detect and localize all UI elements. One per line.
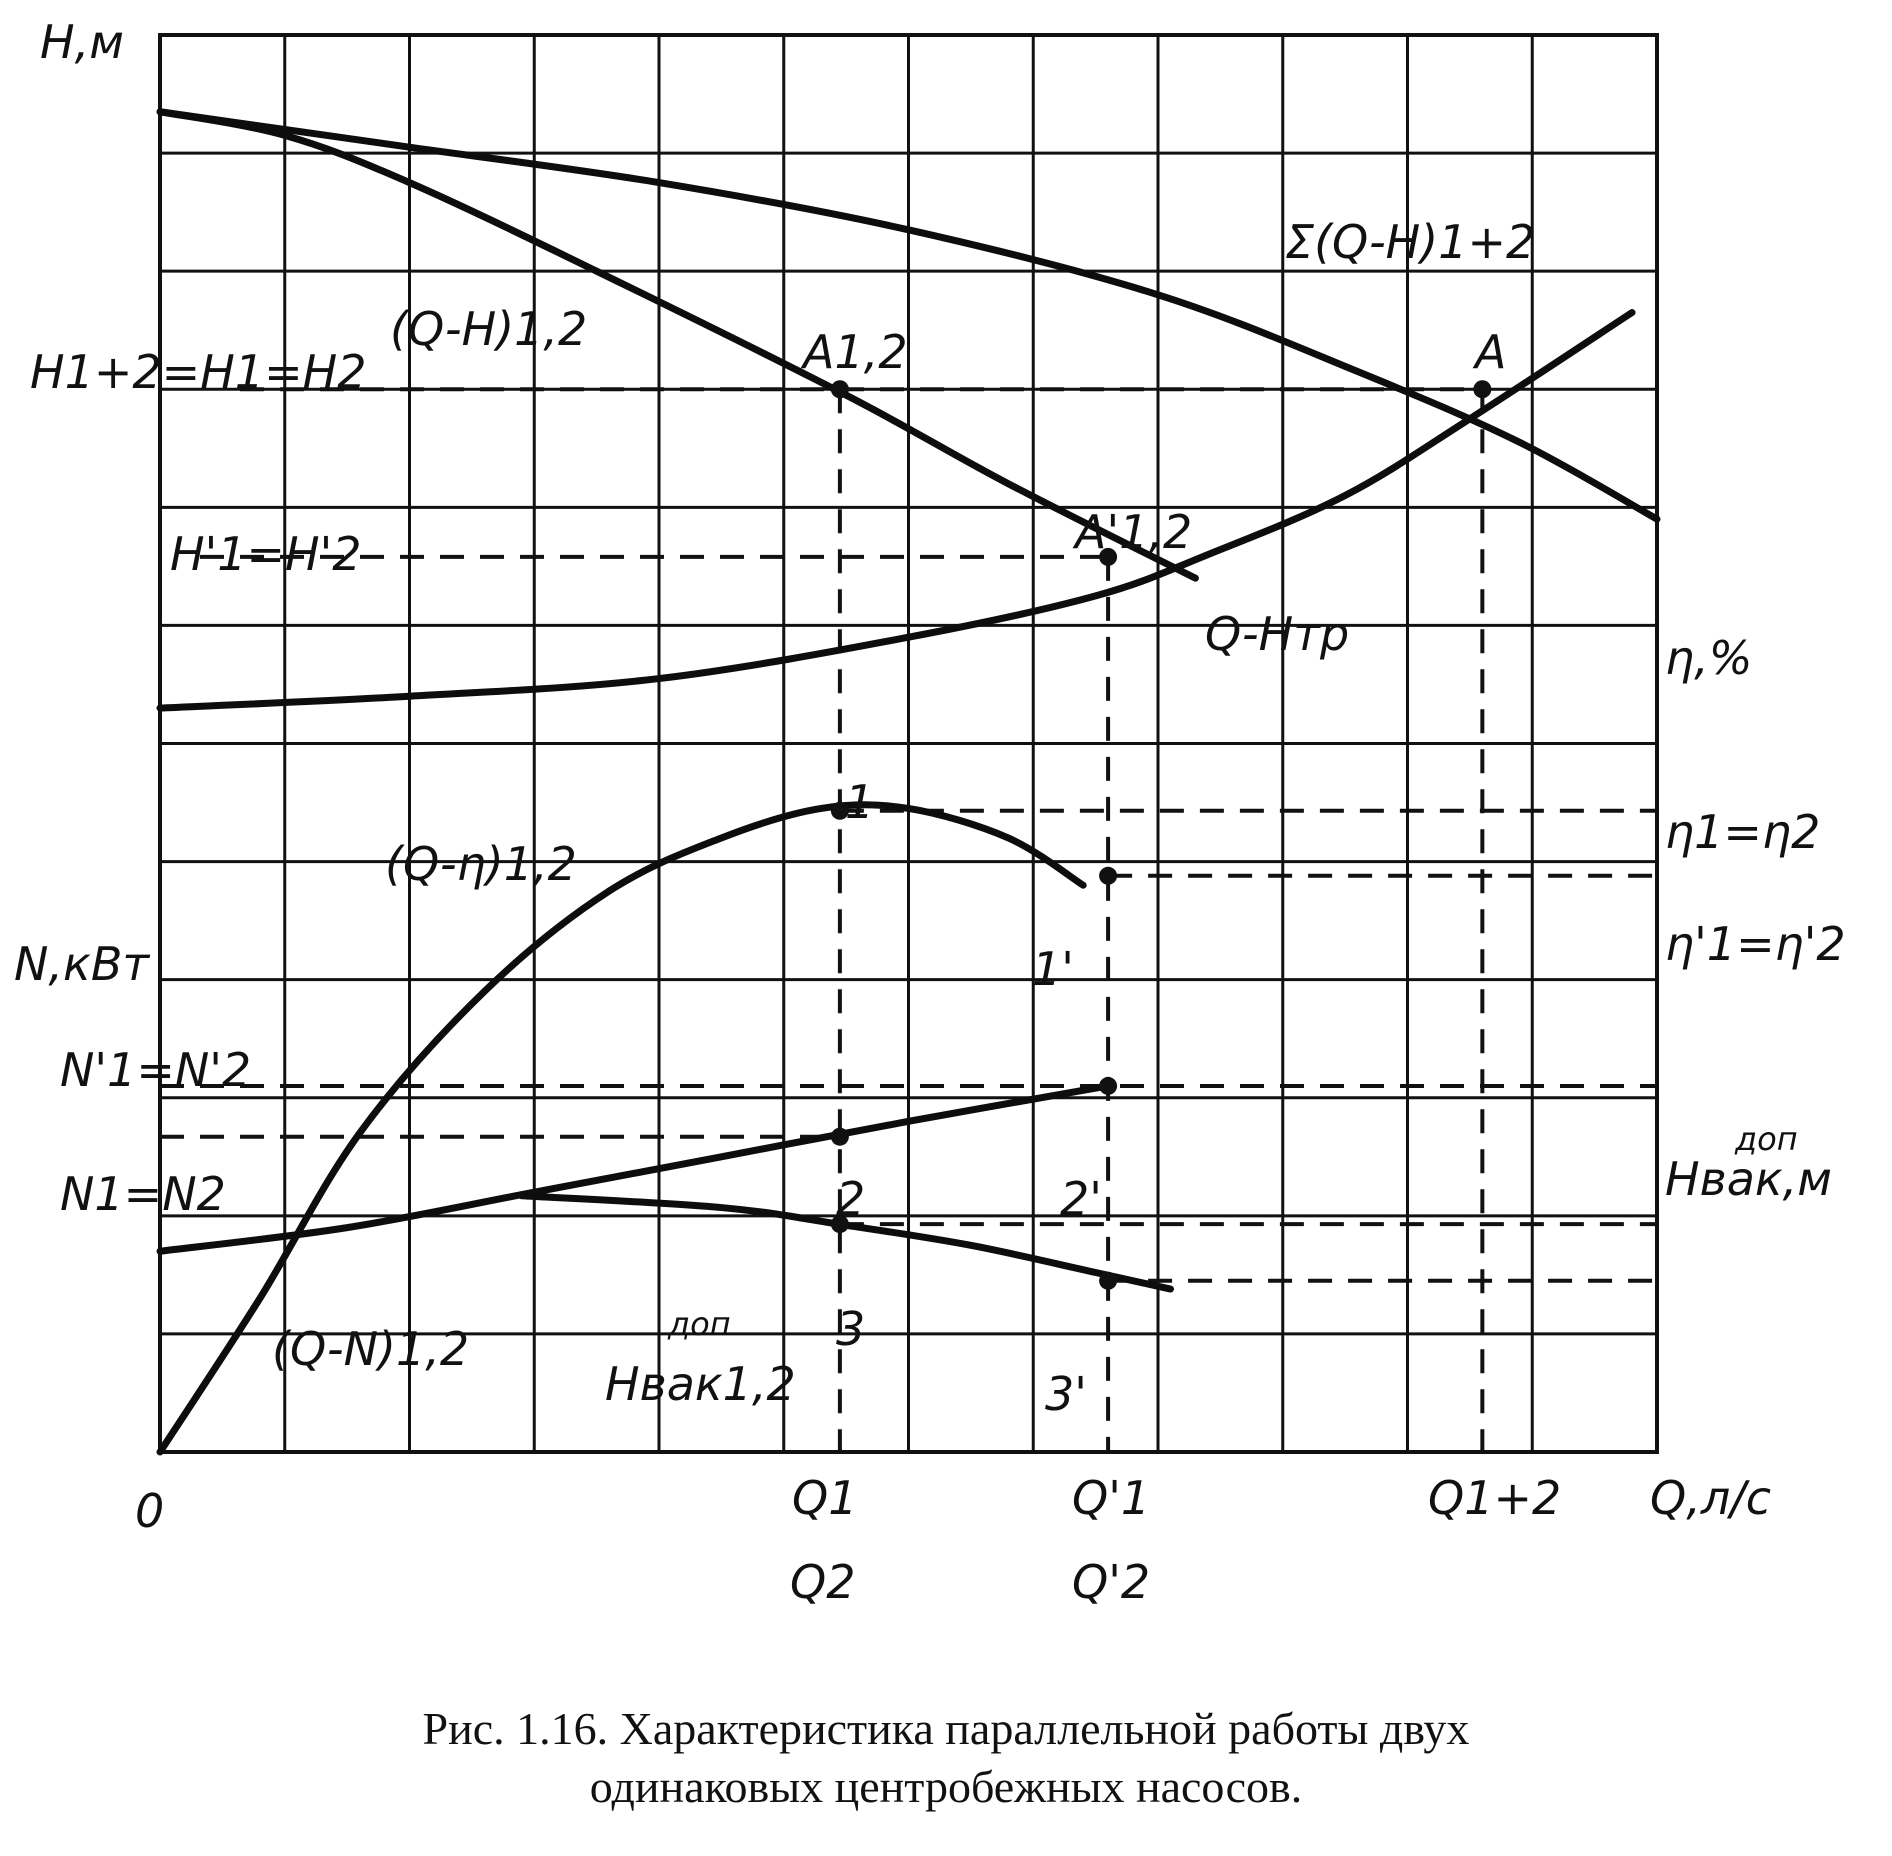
point-2-prime	[1099, 1076, 1118, 1095]
label-hvak-curve: Hвак1,2	[605, 1357, 796, 1411]
point-3	[830, 1215, 849, 1234]
figure-caption-line-2: одинаковых центробежных насосов.	[589, 1761, 1303, 1812]
y-axis-label-vacuum-superscript: доп	[1734, 1120, 1798, 1158]
label-point-2-prime: 2'	[1060, 1172, 1102, 1226]
label-hvak-superscript: доп	[667, 1305, 731, 1343]
label-point-a: A	[1472, 325, 1506, 379]
point-1-prime	[1099, 866, 1118, 885]
figure-caption-line-1: Рис. 1.16. Характеристика параллельной р…	[422, 1703, 1470, 1754]
chart-curves	[156, 108, 1661, 1456]
y-tick-h-operating: H1+2=H1=H2	[30, 345, 366, 399]
x-tick-q1-prime: Q'1	[1072, 1471, 1150, 1525]
x-tick-q1-plus-2: Q1+2	[1428, 1471, 1561, 1525]
label-q-n-curve: (Q-N)1,2	[272, 1322, 469, 1376]
y-tick-h-prime: H'1=H'2	[170, 527, 362, 581]
x-tick-q2: Q2	[790, 1555, 855, 1609]
label-point-a12: A1,2	[800, 325, 908, 379]
qh-curve	[156, 108, 1199, 582]
origin-label: 0	[135, 1484, 164, 1538]
label-sum-qh-curve: Σ(Q-H)1+2	[1285, 215, 1535, 269]
operating-points	[830, 380, 1492, 1290]
point-a12	[830, 380, 849, 399]
qh-tr-curve	[156, 308, 1636, 712]
point-3-prime	[1099, 1271, 1118, 1290]
y-axis-label-vacuum: Hвак,м	[1665, 1152, 1832, 1206]
y-axis-label-head: H,м	[40, 15, 124, 69]
y-tick-eta: η1=η2	[1665, 805, 1820, 859]
label-point-1-prime: 1'	[1032, 942, 1074, 996]
y-tick-n-prime: N'1=N'2	[60, 1043, 251, 1097]
point-a12-prime	[1099, 547, 1118, 566]
point-a	[1473, 380, 1492, 399]
label-q-eta-curve: (Q-η)1,2	[385, 837, 577, 891]
y-axis-label-power: N,кВт	[14, 937, 150, 991]
point-2	[830, 1127, 849, 1146]
x-tick-q1: Q1	[792, 1471, 857, 1525]
label-point-3: 3	[836, 1302, 865, 1356]
x-tick-q2-prime: Q'2	[1072, 1555, 1150, 1609]
y-tick-n: N1=N2	[60, 1167, 226, 1221]
label-point-3-prime: 3'	[1045, 1367, 1087, 1421]
label-qh-tr-curve: Q-Hтр	[1205, 607, 1349, 661]
sum-qh-curve	[156, 108, 1661, 523]
label-qh-curve: (Q-H)1,2	[390, 302, 587, 356]
point-1	[830, 801, 849, 820]
hvak-curve	[518, 1192, 1174, 1293]
y-tick-eta-prime: η'1=η'2	[1665, 917, 1846, 971]
q-n-curve	[156, 1082, 1112, 1255]
guide-lines	[160, 387, 1657, 1452]
label-point-1: 1	[845, 775, 874, 829]
q-eta-curve	[156, 801, 1087, 1456]
x-axis-label: Q,л/с	[1650, 1471, 1771, 1525]
y-axis-label-efficiency: η,%	[1665, 631, 1753, 685]
label-point-a12-prime: A'1,2	[1072, 505, 1192, 559]
label-point-2: 2	[836, 1172, 865, 1226]
